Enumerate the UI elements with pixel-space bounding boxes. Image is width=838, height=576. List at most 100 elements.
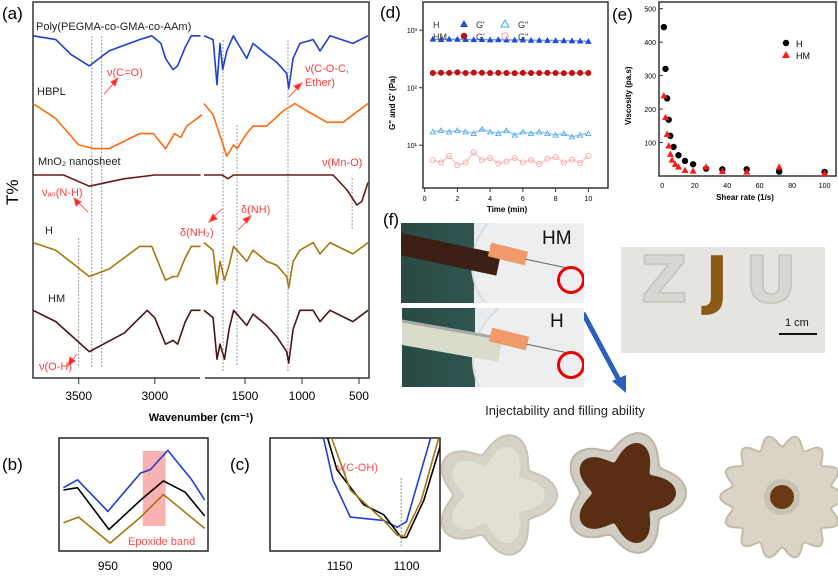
data-point <box>671 160 679 167</box>
data-point <box>470 149 477 156</box>
data-point <box>670 143 677 151</box>
y-tick-label: 10³ <box>407 28 418 35</box>
photo-label: HM <box>542 228 572 249</box>
c-oh-band-panel: 1150 1100 ν(C-OH) <box>269 437 441 573</box>
x-tick-label: 4 <box>488 196 492 203</box>
x-tick-label: 0 <box>423 196 427 203</box>
panel-label-c: (c) <box>230 455 250 474</box>
data-point <box>568 156 575 163</box>
x-tick-label: 3000 <box>141 389 168 403</box>
annotation: ν(C-OH) <box>337 462 378 474</box>
syringe-photo-h: H <box>402 308 584 387</box>
series-label: H <box>45 225 53 237</box>
legend-marker <box>460 32 468 40</box>
spectrum-line <box>32 241 369 289</box>
data-point <box>681 166 689 173</box>
annotation: δ(NH₂) <box>180 227 214 239</box>
panel-label-a: (a) <box>2 4 23 23</box>
arrow-icon <box>580 311 626 393</box>
x-tick-label: 6 <box>521 196 525 203</box>
caption: Injectability and filling ability <box>485 403 645 418</box>
x-tick-label: 1150 <box>327 559 353 573</box>
annotation: νₐₛ(N-H) <box>42 187 83 199</box>
data-point <box>775 163 783 170</box>
x-tick-label: 100 <box>819 183 831 190</box>
panel-label-b: (b) <box>2 455 23 474</box>
annotation: δ(NH) <box>241 204 270 216</box>
series-label: HBPL <box>37 86 66 98</box>
legend-col-label: G" <box>518 32 528 42</box>
letter-u: U <box>744 247 798 318</box>
spectrum-line <box>330 438 440 538</box>
spectrum-line <box>32 102 369 157</box>
data-point <box>446 152 453 159</box>
spectrum-line <box>326 438 440 539</box>
data-point <box>660 92 668 99</box>
spectrum-line <box>63 480 206 531</box>
x-axis-label: Time (min) <box>487 205 528 214</box>
y-tick-label: 400 <box>644 40 656 47</box>
axis-break <box>200 374 205 382</box>
zju-letters-photo: Z J U 1 cm <box>621 247 825 353</box>
viscosity-panel: Viscosity (pa.s) Shear rate (1/s) 0 20 40 6… <box>624 1 837 202</box>
ftir-spectra-panel: T% Wavenumber (cm⁻¹) 3500 3000 1500 1000 500… <box>3 1 370 424</box>
plot-frame <box>269 437 441 552</box>
x-tick-label: 1100 <box>394 559 420 573</box>
panel-label-d: (d) <box>380 3 401 22</box>
data-point <box>511 154 518 161</box>
legend-col-label: G' <box>476 32 485 42</box>
x-tick-label: 500 <box>349 389 369 403</box>
plot-frame <box>658 1 837 177</box>
legend-row-label: HM <box>433 32 447 42</box>
x-tick-label: 20 <box>691 183 699 190</box>
spectrum-line <box>32 35 369 90</box>
syringe-photo-hm: HM <box>401 223 584 303</box>
y-tick-label: 10² <box>407 86 418 93</box>
spectrum-line <box>63 449 206 513</box>
panel-label-f: (f) <box>383 210 399 229</box>
modulus-time-panel: G" and G' (Pa) Time (min) 0 2 4 6 8 10 10¹ 10² 1… <box>388 1 609 214</box>
data-point <box>536 161 543 168</box>
plot-frame <box>422 1 609 189</box>
legend-row-label: H <box>433 20 440 30</box>
legend-marker <box>500 18 510 28</box>
x-tick-label: 2 <box>455 196 459 203</box>
x-tick-label: 1500 <box>232 389 259 403</box>
x-tick-label: 10 <box>584 196 592 203</box>
data-point <box>663 130 671 137</box>
data-point <box>666 150 674 157</box>
letter-j: J <box>705 247 729 318</box>
scale-bar <box>779 333 817 335</box>
annotation-arrows <box>67 76 304 368</box>
epoxide-band-panel: 950 900 Epoxide band <box>58 437 209 573</box>
x-tick-label: 80 <box>788 183 796 190</box>
data-point <box>675 163 682 170</box>
data-point <box>668 156 676 163</box>
x-axis-label: Wavenumber (cm⁻¹) <box>149 412 254 424</box>
x-tick-label: 40 <box>723 183 731 190</box>
annotation: Ether) <box>305 77 335 89</box>
data-point <box>660 23 668 31</box>
series-line <box>432 38 589 43</box>
data-point <box>675 152 682 159</box>
annotation: ν(C-O-C, <box>305 63 349 75</box>
data-point <box>662 113 669 121</box>
legend-marker <box>460 20 468 27</box>
plot-frame <box>58 437 209 552</box>
legend: H HM G' G' G" G" <box>433 18 528 42</box>
mold-photo-hm <box>569 432 688 554</box>
legend-col-label: G" <box>518 20 528 30</box>
y-axis-label: Viscosity (pa.s) <box>624 66 633 125</box>
series-label: MnO₂ nanosheet <box>38 156 121 168</box>
data-point <box>585 152 592 159</box>
x-tick-label: 0 <box>660 183 664 190</box>
x-tick-label: 900 <box>152 559 172 573</box>
data-point <box>665 142 673 149</box>
series-line <box>432 71 589 74</box>
data-point <box>743 168 751 175</box>
panel-label-e: (e) <box>612 5 633 24</box>
annotation: ν(Mn-O) <box>322 157 362 169</box>
legend-label: HM <box>796 51 810 61</box>
data-point <box>577 160 584 167</box>
